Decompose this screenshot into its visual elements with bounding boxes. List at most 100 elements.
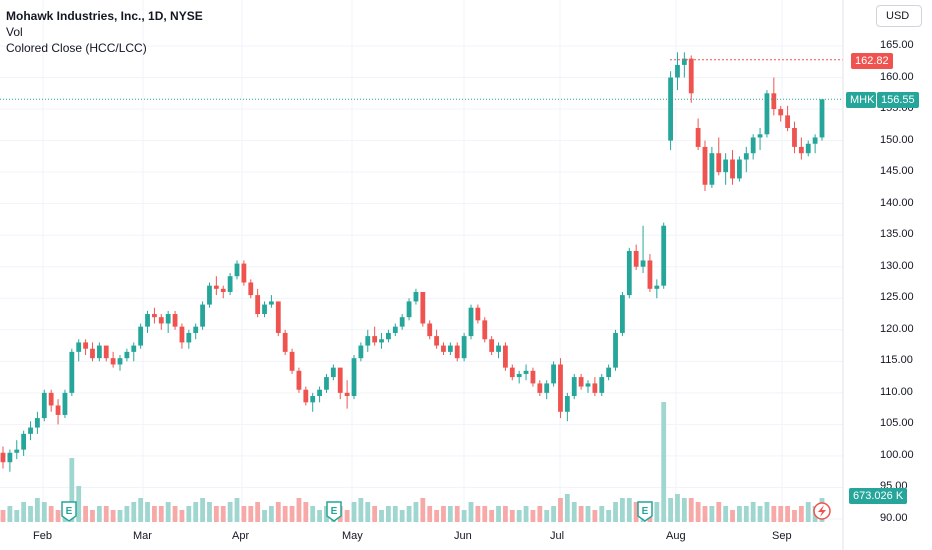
candle-body bbox=[282, 332, 288, 352]
candle-body bbox=[83, 342, 88, 349]
colored-close-indicator-label[interactable]: Colored Close (HCC/LCC) bbox=[6, 41, 147, 55]
candle-body bbox=[798, 146, 804, 154]
earnings-marker-shape bbox=[326, 501, 342, 522]
lightning-event-icon[interactable] bbox=[813, 502, 831, 520]
volume-bar bbox=[83, 506, 88, 522]
candle-body bbox=[55, 405, 61, 415]
volume-bar bbox=[351, 502, 357, 522]
volume-bar bbox=[138, 498, 144, 522]
candle-body bbox=[324, 377, 329, 390]
volume-bar bbox=[509, 510, 515, 522]
symbol-title[interactable]: Mohawk Industries, Inc., 1D, NYSE bbox=[6, 9, 203, 23]
candle-body bbox=[647, 260, 653, 289]
volume-bar bbox=[186, 506, 192, 522]
volume-bar bbox=[661, 402, 667, 522]
candle-body bbox=[778, 109, 784, 116]
volume-bar bbox=[798, 506, 804, 522]
price-tick-label: 90.00 bbox=[880, 512, 908, 524]
volume-bar bbox=[69, 458, 75, 522]
volume-bar bbox=[675, 494, 680, 522]
candle-body bbox=[303, 389, 309, 403]
volume-bar bbox=[248, 506, 254, 522]
symbol-tag: MHK bbox=[846, 92, 876, 108]
candle-body bbox=[14, 449, 20, 453]
candle-body bbox=[626, 250, 632, 296]
volume-bar bbox=[750, 502, 756, 522]
candle-body bbox=[544, 383, 550, 393]
price-tick-label: 135.00 bbox=[880, 228, 914, 241]
candle-body bbox=[392, 326, 398, 333]
candle-body bbox=[599, 377, 605, 393]
candle-body bbox=[138, 326, 144, 346]
earnings-marker[interactable]: E bbox=[637, 501, 653, 522]
candle-body bbox=[805, 143, 811, 154]
candle-body bbox=[757, 134, 763, 138]
candle-body bbox=[186, 332, 192, 343]
candle-body bbox=[158, 317, 164, 324]
volume-bar bbox=[585, 506, 591, 522]
volume-bar bbox=[654, 502, 660, 522]
candle-body bbox=[447, 345, 453, 352]
candle-body bbox=[475, 307, 481, 321]
volume-bar bbox=[76, 486, 82, 522]
candle-body bbox=[427, 323, 433, 337]
candle-body bbox=[743, 153, 749, 160]
earnings-marker[interactable]: E bbox=[61, 501, 77, 522]
candle-body bbox=[28, 427, 33, 434]
volume-bar bbox=[730, 510, 735, 522]
candle-body bbox=[172, 314, 178, 327]
time-tick-label: Aug bbox=[666, 530, 686, 542]
candle-body bbox=[420, 291, 426, 324]
candle-body bbox=[461, 336, 467, 359]
currency-button[interactable]: USD bbox=[876, 5, 922, 27]
candle-body bbox=[399, 317, 405, 327]
volume-bar bbox=[41, 502, 47, 522]
volume-value-tag: 673.026 K bbox=[849, 488, 908, 504]
volume-bar bbox=[681, 498, 687, 522]
time-tick-label: Mar bbox=[133, 530, 152, 542]
price-tick-label: 145.00 bbox=[880, 165, 914, 178]
candle-body bbox=[723, 159, 729, 173]
volume-bar bbox=[269, 506, 274, 522]
volume-bar bbox=[21, 502, 27, 522]
candle-body bbox=[275, 301, 281, 333]
candle-body bbox=[585, 383, 591, 387]
candle-body bbox=[688, 58, 694, 94]
candle-body bbox=[234, 263, 240, 277]
candle-body bbox=[124, 351, 130, 359]
candle-body bbox=[41, 392, 47, 419]
price-tick-label: 150.00 bbox=[880, 133, 914, 146]
volume-bar bbox=[241, 506, 247, 522]
candle-body bbox=[819, 99, 825, 138]
volume-bar bbox=[386, 506, 391, 522]
volume-bar bbox=[702, 506, 708, 522]
candle-body bbox=[165, 314, 171, 324]
candle-body bbox=[737, 159, 742, 179]
volume-bar bbox=[200, 498, 205, 522]
candle-body bbox=[503, 345, 508, 368]
candle-body bbox=[523, 370, 529, 374]
volume-bar bbox=[695, 502, 701, 522]
candle-body bbox=[695, 127, 701, 147]
candle-body bbox=[681, 58, 687, 65]
volume-bar bbox=[757, 506, 763, 522]
volume-bar bbox=[413, 502, 419, 522]
candle-body bbox=[454, 345, 460, 359]
volume-indicator-label[interactable]: Vol bbox=[6, 25, 23, 39]
volume-bar bbox=[434, 510, 439, 522]
volume-bar bbox=[461, 510, 467, 522]
time-tick-label: Jul bbox=[550, 530, 565, 542]
candle-body bbox=[730, 159, 735, 179]
volume-bar bbox=[262, 510, 267, 522]
candle-body bbox=[661, 225, 667, 286]
volume-bar bbox=[152, 506, 157, 522]
candle-body bbox=[69, 351, 75, 393]
candle-body bbox=[21, 433, 27, 450]
earnings-marker[interactable]: E bbox=[326, 501, 342, 522]
candle-body bbox=[227, 276, 233, 292]
volume-bar bbox=[14, 510, 20, 522]
candle-body bbox=[62, 392, 68, 415]
volume-bar bbox=[503, 506, 508, 522]
volume-bar bbox=[207, 502, 212, 522]
